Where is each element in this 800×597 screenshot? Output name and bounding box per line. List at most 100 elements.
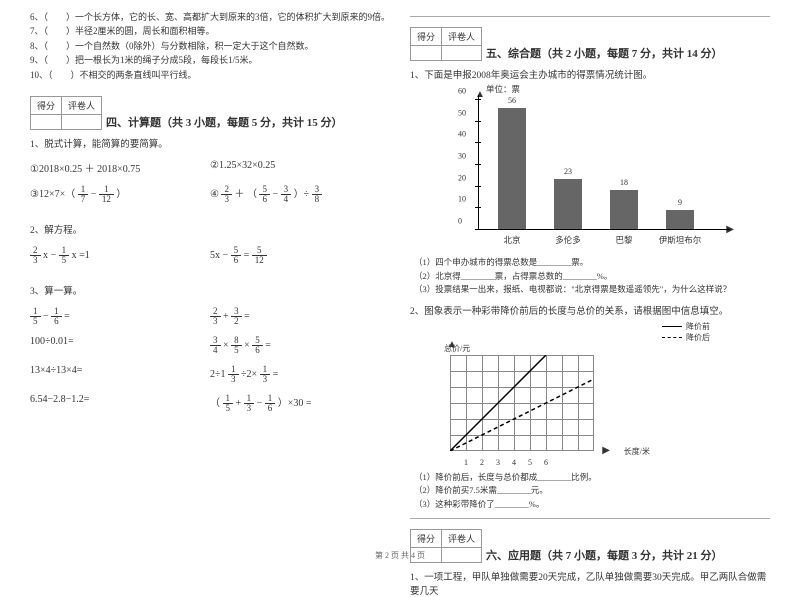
judgment-q7: 7、（ ）半径2厘米的圆，周长和面积相等。	[30, 24, 390, 38]
c4: 34 × 85 × 56 =	[210, 336, 390, 355]
s5-q1: 1、下面是申报2008年奥运会主办城市的得票情况统计图。	[410, 67, 770, 81]
frac-3-8: 38	[312, 185, 323, 204]
s5-sub2: （2）北京得________票，占得票总数的________%。	[414, 270, 770, 284]
frac-8-5: 85	[231, 336, 242, 355]
e3-pre: ③12×7×（	[30, 189, 75, 200]
c4-b: ×	[244, 340, 252, 351]
c3: 100÷0.01=	[30, 336, 210, 355]
frac-3-2: 32	[231, 307, 242, 326]
s4-r7: 6.54−2.8−1.2= （ 15 + 13 − 16 ）×30 =	[30, 394, 390, 413]
rater-blank	[62, 114, 102, 129]
eq2a-mid: x −	[43, 250, 59, 261]
judgment-q9: 9、（ ）把一根长为1米的绳子分成5段，每段长1/5米。	[30, 53, 390, 67]
score-blank-5	[411, 46, 442, 61]
frac-1-3: 13	[228, 365, 239, 384]
s5-q2: 2、图象表示一种彩带降价前后的长度与总价的关系，请根据图中信息填空。	[410, 303, 770, 317]
bar: 18	[610, 190, 638, 229]
e3-mid: −	[91, 189, 99, 200]
judgment-q6: 6、（ ）一个长方体，它的长、宽、高都扩大到原来的3倍，它的体积扩大到原来的9倍…	[30, 10, 390, 24]
e4-m3: ）÷	[294, 189, 312, 200]
s4-r5: 100÷0.01= 34 × 85 × 56 =	[30, 336, 390, 355]
bar: 56	[498, 108, 526, 229]
ytick-label: 20	[458, 173, 466, 182]
e4-m2: −	[272, 189, 280, 200]
e4-pre: ④	[210, 189, 219, 200]
c1-post: =	[64, 311, 70, 322]
bar-xlabel: 伊斯坦布尔	[658, 234, 702, 246]
frac-2-3b: 23	[30, 246, 41, 265]
lc-xtick: 6	[544, 458, 548, 467]
frac-1-12: 112	[99, 185, 114, 204]
ytick-mark	[475, 121, 481, 122]
frac-5-6b: 56	[231, 246, 242, 265]
bar-value: 23	[554, 167, 582, 176]
c4-post: =	[265, 340, 271, 351]
right-column: 得分评卷人 五、综合题（共 2 小题，每题 7 分，共计 14 分） 1、下面是…	[400, 10, 780, 545]
bar: 9	[666, 210, 694, 230]
c2-mid: +	[223, 311, 231, 322]
e3-post: ）	[116, 189, 126, 200]
bar-chart: 单位：票 ▲ ▶ 0102030405060 56北京23多伦多18巴黎9伊斯坦…	[450, 85, 730, 250]
frac-1-5b: 15	[30, 307, 41, 326]
s4-row3: 23 x − 15 x =1 5x − 56 = 512	[30, 246, 390, 265]
s4-r4: 15 − 16 = 23 + 32 =	[30, 307, 390, 326]
c4-a: ×	[223, 340, 231, 351]
score-label-6: 得分	[411, 529, 442, 547]
c1-mid: −	[43, 311, 51, 322]
c6-mid: ÷2×	[241, 369, 257, 380]
c8-m1: +	[236, 398, 244, 409]
bar-value: 56	[498, 96, 526, 105]
frac-1-3c: 13	[244, 394, 255, 413]
score-blank	[31, 114, 62, 129]
legend-before: 降价前	[686, 322, 710, 331]
ytick-label: 50	[458, 108, 466, 117]
c8-pre: （	[210, 398, 220, 409]
line-before	[450, 355, 546, 451]
score-box-5: 得分评卷人	[410, 27, 482, 61]
divider-top	[410, 16, 770, 17]
c5: 13×4÷13×4=	[30, 365, 210, 384]
ytick-label: 10	[458, 195, 466, 204]
frac-3-4: 34	[281, 185, 292, 204]
ytick-mark	[475, 164, 481, 165]
score-label-5: 得分	[411, 28, 442, 46]
chart-unit: 单位：票	[486, 83, 520, 95]
c8: （ 15 + 13 − 16 ）×30 =	[210, 394, 390, 413]
frac-1-7: 17	[78, 185, 89, 204]
section4-header: 得分评卷人 四、计算题（共 3 小题，每题 5 分，共计 15 分）	[30, 88, 390, 130]
c6-post: =	[273, 369, 279, 380]
ytick-mark	[475, 229, 481, 230]
s4-e3: ③12×7×（ 17 − 112 ）	[30, 185, 210, 204]
legend-after: 降价后	[686, 333, 710, 342]
frac-1-6: 16	[51, 307, 62, 326]
rater-label-6: 评卷人	[442, 529, 482, 547]
frac-5-6c: 56	[252, 336, 263, 355]
s4-e2: ②1.25×32×0.25	[210, 160, 390, 175]
score-label: 得分	[31, 96, 62, 114]
s5-sub1: （1）四个申办城市的得票总数是________票。	[414, 256, 770, 270]
bar-value: 9	[666, 198, 694, 207]
s4-q2: 2、解方程。	[30, 222, 390, 236]
lc-arrow-x-icon: ▶	[602, 445, 610, 456]
rater-blank-5	[442, 46, 482, 61]
frac-5-6: 56	[259, 185, 270, 204]
ytick-label: 40	[458, 130, 466, 139]
bar-value: 18	[610, 178, 638, 187]
s4-e1: ①2018×0.25 ＋ 2018×0.75	[30, 160, 210, 175]
score-box-4: 得分评卷人	[30, 96, 102, 130]
line-svg	[450, 355, 594, 451]
page-container: 6、（ ）一个长方体，它的长、宽、高都扩大到原来的3倍，它的体积扩大到原来的9倍…	[0, 0, 800, 565]
legend-dashed-icon	[662, 337, 682, 338]
ytick-mark	[475, 99, 481, 100]
frac-1-5: 15	[59, 246, 70, 265]
lc-xtick: 3	[496, 458, 500, 467]
c6-pre: 2÷1	[210, 369, 226, 380]
c8-post: ）×30 =	[278, 398, 312, 409]
left-column: 6、（ ）一个长方体，它的长、宽、高都扩大到原来的3倍，它的体积扩大到原来的9倍…	[20, 10, 400, 545]
lc-xtick: 2	[480, 458, 484, 467]
s4-row1: ①2018×0.25 ＋ 2018×0.75 ②1.25×32×0.25	[30, 160, 390, 175]
lc-xtick: 4	[512, 458, 516, 467]
eq2b: 5x − 56 = 512	[210, 246, 390, 265]
eq2b-pre: 5x −	[210, 250, 231, 261]
s4-q1: 1、脱式计算，能简算的要简算。	[30, 136, 390, 150]
